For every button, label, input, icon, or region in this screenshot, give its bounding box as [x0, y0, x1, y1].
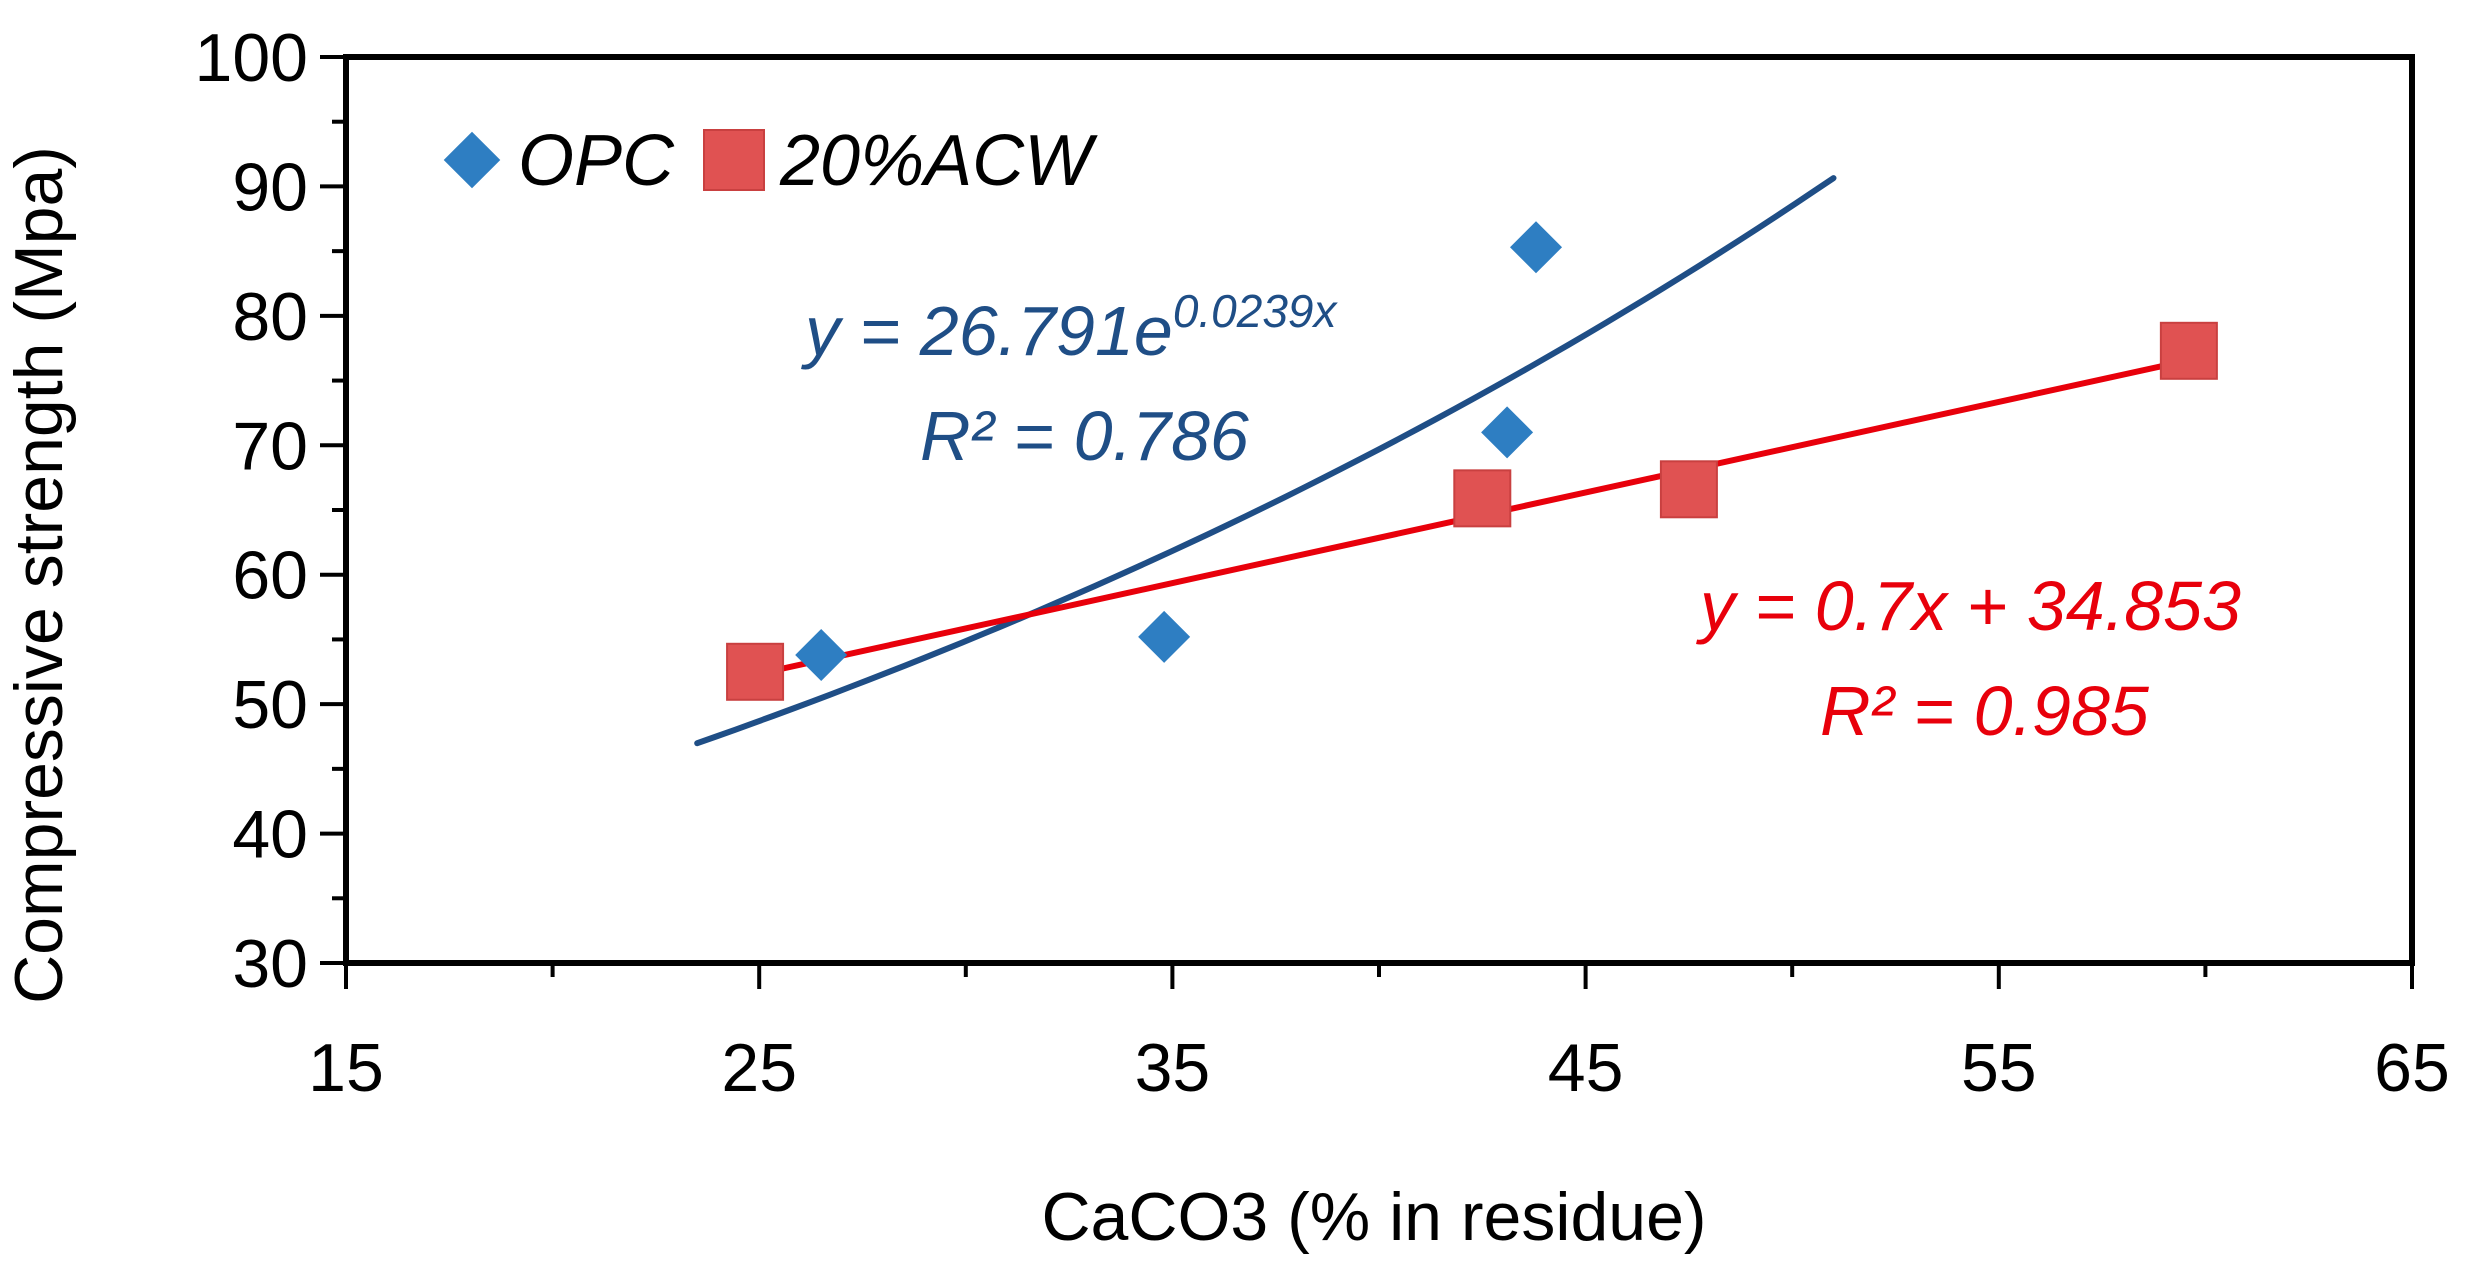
opc-trendline — [694, 175, 1837, 747]
opc-equation-exponent: 0.0239x — [1173, 285, 1339, 337]
legend-label-20acw: 20%ACW — [779, 121, 1098, 201]
y-axis-title: Compressive strength (Mpa) — [1, 146, 77, 1004]
opc-r2-label: R² = 0.786 — [920, 397, 1249, 475]
x-tick-label: 65 — [2374, 1030, 2450, 1106]
x-tick-label: 35 — [1135, 1030, 1211, 1106]
y-tick-label: 50 — [232, 667, 308, 743]
opc-equation-base: y = 26.791e — [801, 292, 1173, 370]
acw-data-point — [2159, 321, 2218, 380]
y-tick-label: 80 — [232, 279, 308, 355]
y-tick-label: 100 — [195, 20, 308, 96]
legend: OPC 20%ACW — [443, 121, 1098, 201]
y-tick-label: 40 — [232, 797, 308, 873]
opc-trendline-equation: y = 26.791e0.0239x — [801, 285, 1339, 370]
legend-marker-opc — [443, 131, 501, 189]
opc-data-point — [1138, 610, 1191, 663]
x-tick-label: 45 — [1548, 1030, 1624, 1106]
points-group — [726, 221, 2218, 701]
x-axis-title: CaCO3 (% in residue) — [1041, 1179, 1706, 1255]
acw-trendline-equation: y = 0.7x + 34.853 — [1696, 567, 2241, 645]
y-tick-label: 70 — [232, 408, 308, 484]
legend-label-opc: OPC — [518, 121, 675, 201]
axes-group: 30 40 50 60 70 80 90 100 15 25 35 45 55 65 — [195, 20, 2450, 1106]
y-tick-label: 90 — [232, 149, 308, 225]
acw-r2-label: R² = 0.985 — [1820, 672, 2150, 750]
legend-marker-20acw — [703, 129, 765, 191]
opc-data-point — [795, 628, 848, 681]
acw-data-point — [1659, 460, 1718, 519]
acw-data-point — [1453, 469, 1512, 528]
y-tick-label: 60 — [232, 538, 308, 614]
opc-data-point — [1510, 221, 1563, 274]
acw-data-point — [726, 642, 785, 701]
x-tick-label: 55 — [1961, 1030, 2037, 1106]
x-tick-label: 15 — [308, 1030, 384, 1106]
opc-data-point — [1481, 406, 1534, 459]
x-tick-label: 25 — [721, 1030, 797, 1106]
y-tick-label: 30 — [232, 926, 308, 1002]
